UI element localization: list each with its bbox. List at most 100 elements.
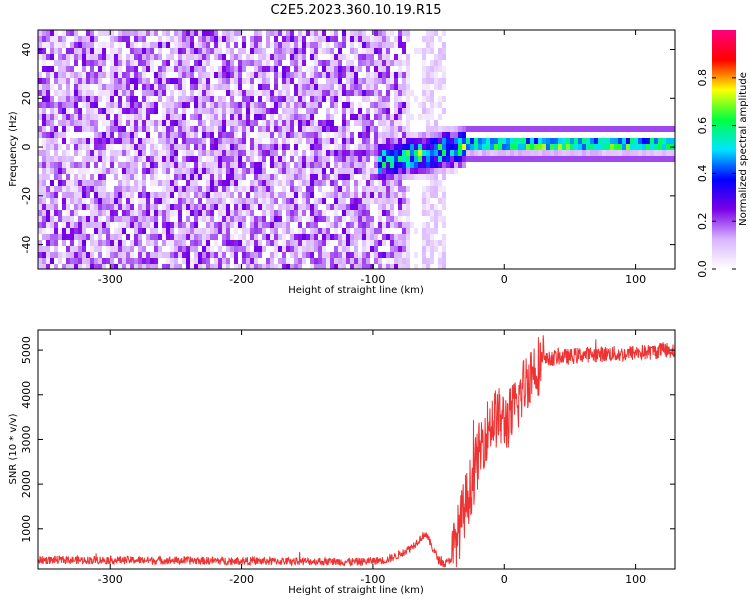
- heatmap-cell: [166, 252, 170, 258]
- heatmap-cell: [318, 144, 322, 150]
- heatmap-cell: [346, 150, 350, 156]
- heatmap-cell: [102, 120, 106, 126]
- heatmap-cell: [86, 102, 90, 108]
- heatmap-cell: [338, 240, 342, 246]
- heatmap-cell: [342, 66, 346, 72]
- heatmap-cell: [390, 216, 394, 222]
- heatmap-cell: [646, 138, 650, 144]
- heatmap-cell: [74, 72, 78, 78]
- heatmap-cell: [390, 60, 394, 66]
- heatmap-cell: [206, 54, 210, 60]
- heatmap-cell: [42, 48, 46, 54]
- heatmap-cell: [198, 168, 202, 174]
- heatmap-cell: [326, 264, 330, 269]
- heatmap-cell: [370, 138, 374, 144]
- heatmap-cell: [142, 216, 146, 222]
- heatmap-cell: [190, 240, 194, 246]
- heatmap-cell: [86, 138, 90, 144]
- heatmap-cell: [86, 264, 90, 269]
- heatmap-cell: [170, 96, 174, 102]
- heatmap-cell: [262, 168, 266, 174]
- heatmap-cell: [102, 198, 106, 204]
- heatmap-cell: [394, 78, 398, 84]
- heatmap-cell: [98, 90, 102, 96]
- heatmap-cell: [282, 84, 286, 90]
- heatmap-cell: [326, 84, 330, 90]
- heatmap-cell: [50, 144, 54, 150]
- heatmap-cell: [610, 150, 614, 156]
- heatmap-cell: [282, 156, 286, 162]
- heatmap-cell: [450, 168, 454, 174]
- heatmap-cell: [122, 138, 126, 144]
- heatmap-cell: [350, 60, 354, 66]
- heatmap-cell: [114, 168, 118, 174]
- heatmap-cell: [270, 108, 274, 114]
- heatmap-cell: [366, 54, 370, 60]
- heatmap-cell: [90, 234, 94, 240]
- heatmap-cell: [238, 120, 242, 126]
- heatmap-cell: [102, 72, 106, 78]
- heatmap-cell: [198, 198, 202, 204]
- heatmap-cell: [150, 156, 154, 162]
- heatmap-cell: [142, 78, 146, 84]
- heatmap-cell: [86, 156, 90, 162]
- heatmap-cell: [270, 66, 274, 72]
- heatmap-cell: [202, 162, 206, 168]
- heatmap-cell: [346, 204, 350, 210]
- heatmap-cell: [178, 228, 182, 234]
- heatmap-cell: [82, 168, 86, 174]
- heatmap-cell: [394, 108, 398, 114]
- heatmap-cell: [354, 150, 358, 156]
- heatmap-cell: [402, 126, 406, 132]
- heatmap-cell: [42, 114, 46, 120]
- heatmap-cell: [314, 102, 318, 108]
- heatmap-cell: [442, 150, 446, 156]
- heatmap-cell: [106, 120, 110, 126]
- heatmap-cell: [350, 240, 354, 246]
- heatmap-cell: [302, 132, 306, 138]
- heatmap-cell: [190, 42, 194, 48]
- heatmap-cell: [130, 168, 134, 174]
- heatmap-cell: [202, 108, 206, 114]
- heatmap-cell: [210, 168, 214, 174]
- heatmap-cell: [394, 60, 398, 66]
- heatmap-cell: [134, 36, 138, 42]
- heatmap-cell: [126, 258, 130, 264]
- heatmap-cell: [214, 180, 218, 186]
- heatmap-cell: [74, 180, 78, 186]
- heatmap-cell: [346, 186, 350, 192]
- heatmap-cell: [506, 144, 510, 150]
- heatmap-cell: [182, 30, 186, 36]
- heatmap-cell: [166, 144, 170, 150]
- heatmap-cell: [338, 144, 342, 150]
- heatmap-cell: [430, 102, 434, 108]
- heatmap-cell: [398, 126, 402, 132]
- heatmap-cell: [310, 78, 314, 84]
- heatmap-cell: [470, 150, 474, 156]
- heatmap-cell: [306, 144, 310, 150]
- heatmap-cell: [306, 174, 310, 180]
- heatmap-cell: [194, 132, 198, 138]
- heatmap-cell: [170, 180, 174, 186]
- heatmap-cell: [206, 198, 210, 204]
- heatmap-cell: [370, 216, 374, 222]
- heatmap-cell: [390, 42, 394, 48]
- heatmap-cell: [230, 36, 234, 42]
- heatmap-cell: [574, 156, 578, 162]
- heatmap-cell: [58, 180, 62, 186]
- heatmap-cell: [266, 42, 270, 48]
- heatmap-cell: [286, 84, 290, 90]
- heatmap-cell: [98, 48, 102, 54]
- heatmap-cell: [194, 162, 198, 168]
- heatmap-cell: [110, 210, 114, 216]
- heatmap-cell: [98, 210, 102, 216]
- heatmap-cell: [630, 126, 634, 132]
- heatmap-cell: [42, 66, 46, 72]
- heatmap-cell: [118, 96, 122, 102]
- heatmap-cell: [242, 168, 246, 174]
- heatmap-cell: [230, 72, 234, 78]
- heatmap-cell: [578, 138, 582, 144]
- heatmap-cell: [166, 174, 170, 180]
- heatmap-cell: [190, 72, 194, 78]
- heatmap-cell: [266, 120, 270, 126]
